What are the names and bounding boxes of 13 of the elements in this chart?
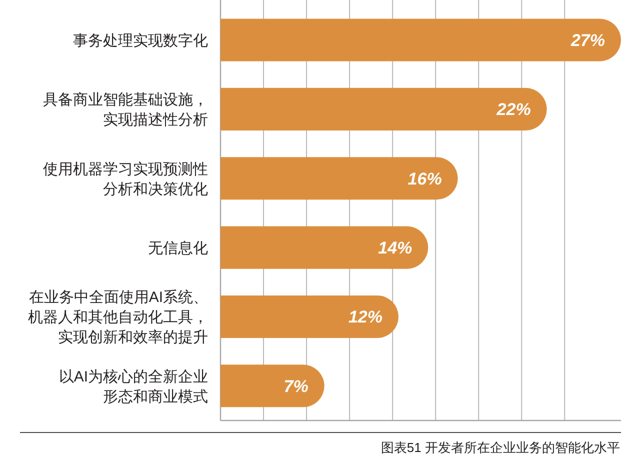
caption: 图表51 开发者所在企业业务的智能化水平: [380, 440, 620, 455]
category-label: 在业务中全面使用AI系统、机器人和其他自动化工具，实现创新和效率的提升: [28, 289, 208, 346]
value-label: 27%: [570, 31, 605, 50]
category-label: 无信息化: [148, 240, 208, 257]
value-label: 22%: [496, 100, 531, 120]
value-label: 16%: [408, 169, 442, 188]
category-label: 事务处理实现数字化: [73, 32, 208, 50]
category-label: 以AI为核心的全新企业形态和商业模式: [58, 368, 208, 406]
value-label: 12%: [348, 308, 382, 327]
category-label: 具备商业智能基础设施，实现描述性分析: [43, 92, 208, 129]
value-label: 14%: [378, 238, 412, 258]
category-label: 使用机器学习实现预测性分析和决策优化: [43, 160, 208, 198]
value-label: 7%: [284, 376, 308, 396]
